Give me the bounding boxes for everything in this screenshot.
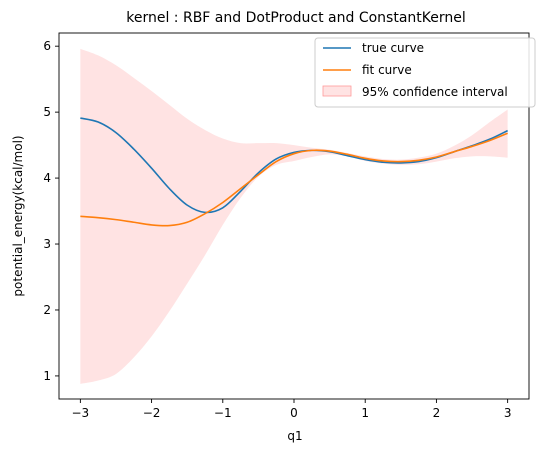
fit-curve-line — [80, 132, 508, 227]
y-tick-label: 6 — [43, 39, 51, 53]
x-axis-label: q1 — [287, 429, 302, 443]
legend-label-fit-curve: fit curve — [362, 63, 412, 77]
y-tick-label: 4 — [43, 171, 51, 185]
y-tick-label: 3 — [43, 237, 51, 251]
x-tick-label: 3 — [504, 406, 512, 420]
legend-label-confidence: 95% confidence interval — [362, 85, 508, 99]
x-axis-ticks: −3 −2 −1 0 1 2 3 — [72, 399, 512, 420]
confidence-band — [80, 48, 508, 384]
x-tick-label: −1 — [214, 406, 232, 420]
legend-label-true-curve: true curve — [362, 41, 424, 55]
x-tick-label: −2 — [143, 406, 161, 420]
legend: true curve fit curve 95% confidence inte… — [314, 37, 536, 108]
y-tick-label: 5 — [43, 105, 51, 119]
y-tick-label: 1 — [43, 369, 51, 383]
x-tick-label: 2 — [433, 406, 441, 420]
chart-title: kernel : RBF and DotProduct and Constant… — [126, 10, 466, 26]
plot-area — [80, 48, 508, 384]
y-axis-label: potential_energy(kcal/mol) — [11, 135, 25, 296]
legend-swatch-confidence — [322, 85, 352, 97]
x-tick-label: −3 — [72, 406, 90, 420]
legend-box — [314, 37, 536, 108]
y-tick-label: 2 — [43, 303, 51, 317]
x-tick-label: 0 — [290, 406, 298, 420]
x-tick-label: 1 — [361, 406, 369, 420]
y-axis-ticks: 1 2 3 4 5 6 — [43, 39, 59, 383]
